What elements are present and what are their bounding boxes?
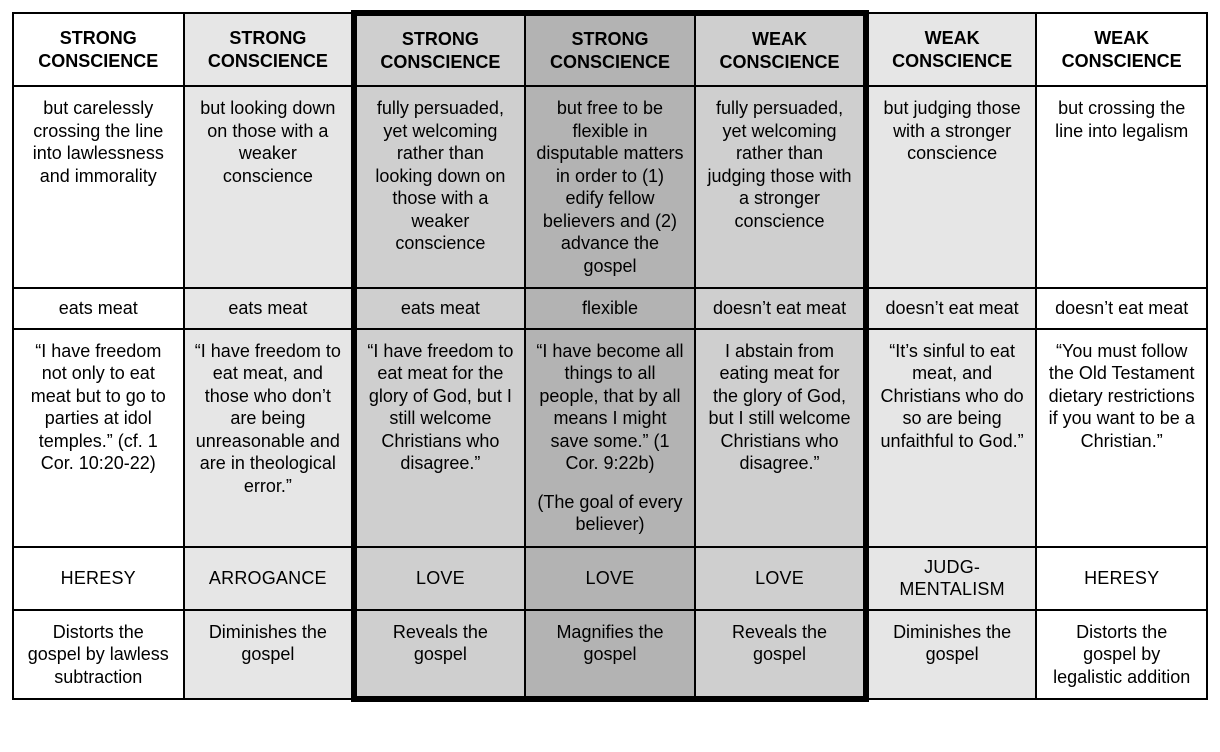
desc-cell: but looking down on those with a weaker … (184, 86, 355, 288)
gospel-cell: Distorts the gospel by legalistic additi… (1036, 610, 1207, 700)
quote-cell: “I have freedom to eat meat for the glor… (354, 329, 525, 547)
quote-cell: I abstain from eating meat for the glory… (695, 329, 866, 547)
header-row: STRONG CONSCIENCE STRONG CONSCIENCE STRO… (13, 13, 1207, 86)
quote-subtext: (The goal of every believer) (536, 491, 685, 536)
label-cell: HERESY (13, 547, 184, 610)
desc-cell: fully persuaded, yet welcoming rather th… (695, 86, 866, 288)
practice-cell: doesn’t eat meat (695, 288, 866, 329)
label-cell: LOVE (695, 547, 866, 610)
desc-cell: fully persuaded, yet welcoming rather th… (354, 86, 525, 288)
label-cell: JUDG-​MENTALISM (866, 547, 1037, 610)
header-cell: STRONG CONSCIENCE (354, 13, 525, 86)
header-cell: WEAK CONSCIENCE (866, 13, 1037, 86)
desc-cell: but carelessly crossing the line into la… (13, 86, 184, 288)
conscience-table: STRONG CONSCIENCE STRONG CONSCIENCE STRO… (12, 10, 1208, 702)
gospel-cell: Reveals the gospel (354, 610, 525, 700)
gospel-cell: Reveals the gospel (695, 610, 866, 700)
gospel-cell: Magnifies the gospel (525, 610, 696, 700)
quote-cell: “I have freedom not only to eat meat but… (13, 329, 184, 547)
label-cell: ARROGANCE (184, 547, 355, 610)
label-cell: LOVE (354, 547, 525, 610)
header-cell: WEAK CONSCIENCE (1036, 13, 1207, 86)
practice-row: eats meat eats meat eats meat flexible d… (13, 288, 1207, 329)
gospel-row: Distorts the gospel by lawless subtracti… (13, 610, 1207, 700)
gospel-cell: Diminishes the gospel (184, 610, 355, 700)
desc-row: but carelessly crossing the line into la… (13, 86, 1207, 288)
quote-cell: “I have become all things to all people,… (525, 329, 696, 547)
desc-cell: but crossing the line into legalism (1036, 86, 1207, 288)
quote-cell: “It’s sinful to eat meat, and Christians… (866, 329, 1037, 547)
practice-cell: eats meat (184, 288, 355, 329)
practice-cell: doesn’t eat meat (866, 288, 1037, 329)
header-cell: STRONG CONSCIENCE (184, 13, 355, 86)
quote-cell: “I have freedom to eat meat, and those w… (184, 329, 355, 547)
desc-cell: but judging those with a stronger consci… (866, 86, 1037, 288)
quote-cell: “You must follow the Old Testament dieta… (1036, 329, 1207, 547)
practice-cell: doesn’t eat meat (1036, 288, 1207, 329)
label-cell: HERESY (1036, 547, 1207, 610)
header-cell: STRONG CONSCIENCE (525, 13, 696, 86)
header-cell: WEAK CONSCIENCE (695, 13, 866, 86)
quote-row: “I have freedom not only to eat meat but… (13, 329, 1207, 547)
header-cell: STRONG CONSCIENCE (13, 13, 184, 86)
practice-cell: eats meat (13, 288, 184, 329)
gospel-cell: Diminishes the gospel (866, 610, 1037, 700)
desc-cell: but free to be flexible in disputable ma… (525, 86, 696, 288)
label-row: HERESY ARROGANCE LOVE LOVE LOVE JUDG-​ME… (13, 547, 1207, 610)
quote-text: “I have become all things to all people,… (536, 340, 685, 475)
practice-cell: eats meat (354, 288, 525, 329)
practice-cell: flexible (525, 288, 696, 329)
gospel-cell: Distorts the gospel by lawless subtracti… (13, 610, 184, 700)
label-cell: LOVE (525, 547, 696, 610)
page: STRONG CONSCIENCE STRONG CONSCIENCE STRO… (0, 0, 1220, 718)
